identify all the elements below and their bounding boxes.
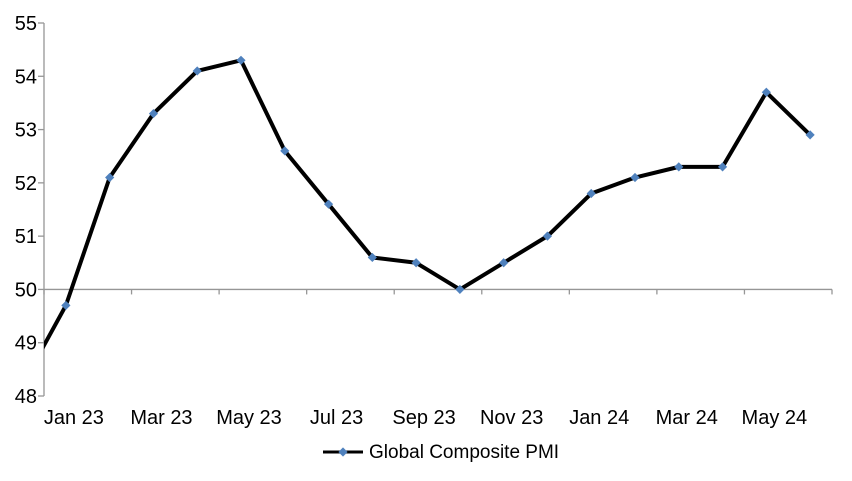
legend-marker-icon: [338, 447, 348, 457]
data-point-marker: [674, 162, 684, 172]
x-axis-tick-label: Mar 23: [130, 407, 192, 429]
data-point-marker: [630, 172, 640, 183]
data-point-marker: [761, 87, 771, 97]
data-point-marker: [192, 66, 202, 76]
y-axis-tick-label: 55: [15, 13, 37, 35]
data-point-marker: [148, 108, 159, 119]
x-axis-tick-label: Sep 23: [392, 407, 455, 429]
y-axis-tick-label: 53: [15, 120, 37, 142]
x-axis-tick-label: May 24: [742, 407, 808, 429]
legend-label: Global Composite PMI: [369, 442, 559, 463]
data-point-marker: [280, 146, 290, 156]
x-axis-tick-label: Nov 23: [480, 407, 543, 429]
plot-line: [44, 58, 813, 350]
x-axis-tick-label: Jul 23: [310, 407, 363, 429]
y-axis-tick-label: 54: [15, 66, 37, 88]
x-axis-tick-label: Jan 23: [44, 407, 104, 429]
x-axis-tick-label: Mar 24: [656, 407, 718, 429]
y-axis-tick-label: 50: [15, 279, 37, 301]
data-point-marker: [236, 55, 246, 65]
data-point-marker: [586, 188, 596, 199]
data-point-marker: [499, 258, 509, 268]
data-point-marker: [805, 130, 815, 140]
y-axis-tick-label: 52: [15, 173, 37, 195]
data-point-marker: [105, 172, 115, 183]
data-point-marker: [323, 199, 334, 209]
data-point-marker: [61, 300, 71, 311]
data-point-marker: [717, 162, 728, 172]
data-point-marker: [411, 258, 421, 268]
x-axis-tick-label: Jan 24: [569, 407, 629, 429]
y-axis-tick-label: 49: [15, 333, 37, 355]
y-axis-tick-label: 48: [15, 386, 37, 408]
data-point-marker: [542, 231, 553, 241]
y-axis-tick-label: 51: [15, 226, 37, 248]
data-point-marker: [455, 284, 465, 295]
data-point-marker: [367, 252, 377, 263]
x-axis-tick-label: May 23: [216, 407, 282, 429]
series-global-composite-pmi: [44, 55, 815, 350]
